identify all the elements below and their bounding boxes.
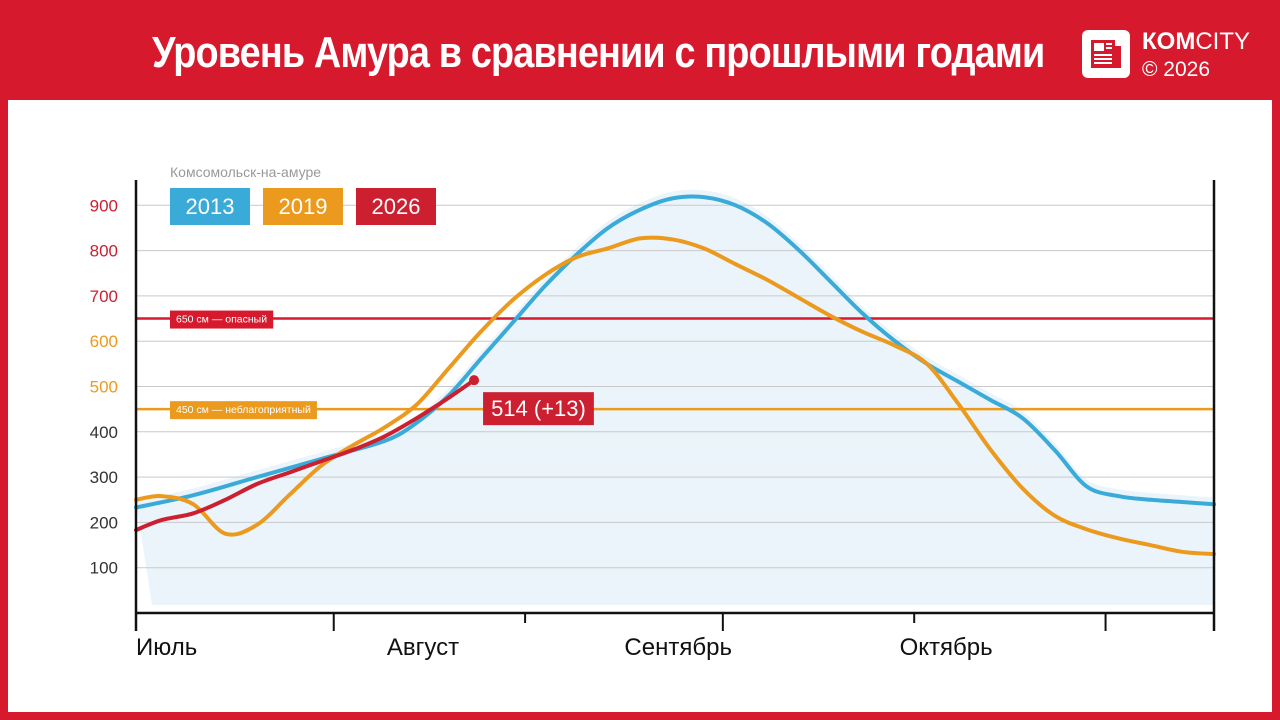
y-tick-label: 800 xyxy=(90,242,118,261)
x-axis-label: Октябрь xyxy=(900,634,993,661)
legend-swatch-2019 xyxy=(263,188,343,225)
logo-name-bold: КОМ xyxy=(1142,28,1196,55)
legend-label-2019: 2019 xyxy=(279,194,328,219)
y-tick-label: 500 xyxy=(90,378,118,397)
legend-label-2013: 2013 xyxy=(186,194,235,219)
newspaper-icon xyxy=(1082,30,1130,78)
series-line-2019 xyxy=(134,235,1216,557)
x-axis-label: Сентябрь xyxy=(624,634,732,661)
logo: КОМCITY © 2026 xyxy=(1082,28,1272,84)
series-line-2013 xyxy=(134,194,1216,510)
header: Уровень Амура в сравнении с прошлыми год… xyxy=(0,0,1280,100)
page-title: Уровень Амура в сравнении с прошлыми год… xyxy=(152,28,1045,77)
newspaper-icon-graphic xyxy=(1091,40,1121,68)
threshold-label-box xyxy=(170,310,274,329)
chart-subtitle: Комсомольск-на-амуре xyxy=(170,164,321,180)
y-tick-label: 100 xyxy=(90,559,118,578)
chart-panel: 100 200 300 400 500 600 700 800 900 650 см — опа… xyxy=(8,100,1272,712)
legend-swatch-2026 xyxy=(356,188,436,225)
y-tick-label: 400 xyxy=(90,423,118,442)
y-tick-label: 900 xyxy=(90,196,118,215)
series-line-2026 xyxy=(134,378,477,533)
threshold-label: 650 см — опасный xyxy=(176,314,267,326)
background-area xyxy=(136,189,1214,606)
current-value-box xyxy=(483,392,594,426)
x-axis-label: Август xyxy=(387,634,459,661)
logo-name-rest: CITY xyxy=(1195,28,1250,55)
current-value-label: 514 (+13) xyxy=(491,396,586,421)
y-tick-label: 700 xyxy=(90,287,118,306)
y-tick-label: 200 xyxy=(90,513,118,532)
y-tick-label: 300 xyxy=(90,468,118,487)
legend-label-2026: 2026 xyxy=(372,194,421,219)
legend-swatch-2013 xyxy=(170,188,250,225)
threshold-label-box xyxy=(170,401,317,420)
header-corner-shape xyxy=(0,0,140,100)
current-point xyxy=(469,375,480,386)
logo-copyright: © 2026 xyxy=(1142,58,1211,81)
logo-name: КОМCITY xyxy=(1142,28,1250,56)
threshold-label: 450 см — неблагоприятный xyxy=(176,404,311,416)
x-axis-label: Июль xyxy=(136,634,197,661)
chart: 100 200 300 400 500 600 700 800 900 650 см — опа… xyxy=(90,164,1216,661)
y-tick-label: 600 xyxy=(90,332,118,351)
